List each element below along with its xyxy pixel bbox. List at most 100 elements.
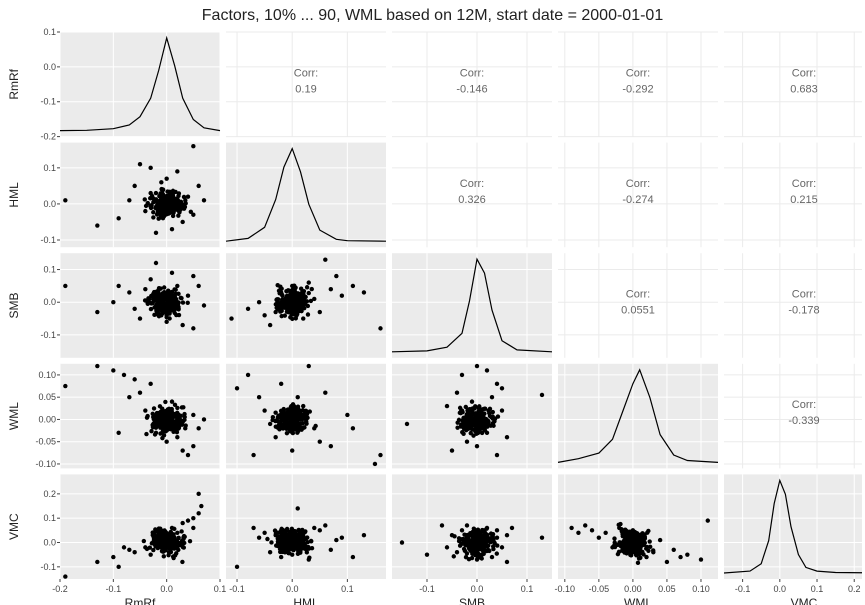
scatter-point — [466, 537, 472, 542]
scatter-point — [151, 537, 157, 542]
scatter-point — [155, 309, 160, 314]
scatter-point — [279, 308, 284, 314]
scatter-point — [175, 169, 180, 174]
scatter-point — [289, 312, 294, 317]
scatter-point — [180, 448, 185, 453]
scatter-point — [282, 305, 287, 310]
y-tick-label: 0.00 — [38, 414, 56, 424]
panel-WML-WML — [558, 363, 718, 469]
scatter-point — [290, 292, 295, 297]
scatter-point — [464, 427, 469, 433]
scatter-point — [464, 523, 470, 528]
scatter-point — [569, 525, 574, 531]
scatter-point — [296, 407, 301, 412]
scatter-point — [278, 381, 284, 387]
y-tick-label: -0.1 — [40, 330, 56, 340]
panel-HML-VMC — [724, 142, 862, 248]
scatter-point — [188, 209, 194, 214]
scatter-point — [178, 199, 184, 204]
col-label-vmc: VMC — [791, 596, 818, 605]
corr-label: Corr: — [792, 399, 816, 411]
corr-label: Corr: — [792, 289, 816, 301]
x-tick-label: -0.2 — [52, 584, 68, 594]
scatter-point — [307, 409, 312, 414]
scatter-point — [170, 203, 175, 209]
scatter-point — [167, 316, 172, 321]
scatter-point — [95, 309, 100, 315]
scatter-point — [484, 368, 490, 373]
scatter-point — [256, 535, 262, 540]
scatter-point — [267, 322, 273, 328]
panel-RmRf-VMC — [724, 32, 862, 137]
scatter-point — [635, 560, 641, 566]
scatter-point — [179, 205, 185, 210]
scatter-point — [179, 529, 184, 534]
scatter-point — [449, 448, 455, 453]
scatter-point — [121, 545, 127, 550]
x-tick-label: -0.1 — [735, 584, 751, 594]
scatter-point — [191, 326, 196, 331]
corr-value-smb-wml: 0.0551 — [621, 305, 655, 317]
scatter-point — [280, 299, 285, 304]
scatter-point — [280, 293, 285, 298]
scatter-point — [150, 532, 155, 538]
corr-label: Corr: — [792, 178, 816, 190]
scatter-point — [166, 292, 171, 298]
scatter-point — [63, 383, 68, 389]
scatter-point — [191, 412, 196, 418]
scatter-point — [156, 539, 162, 544]
scatter-point — [179, 405, 185, 410]
scatter-point — [287, 529, 293, 535]
scatter-point — [465, 543, 471, 549]
x-tick-label: -0.1 — [106, 584, 122, 594]
scatter-point — [275, 282, 280, 288]
scatter-point — [156, 314, 162, 319]
scatter-point — [274, 418, 279, 423]
scatter-point — [281, 536, 286, 541]
panel-VMC-RmRf — [60, 474, 220, 579]
scatter-point — [170, 213, 176, 219]
scatter-point — [162, 417, 168, 423]
scatter-point — [308, 298, 314, 304]
scatter-point — [308, 538, 314, 544]
corr-value-hml-wml: -0.274 — [622, 194, 653, 206]
scatter-point — [180, 300, 186, 305]
y-tick-label: -0.1 — [40, 562, 56, 572]
x-tick-label: 0.05 — [658, 584, 676, 594]
scatter-point — [616, 542, 621, 547]
scatter-point — [149, 202, 154, 208]
scatter-point — [576, 530, 581, 535]
scatter-point — [298, 286, 304, 291]
x-tick-label: -0.05 — [589, 584, 610, 594]
scatter-point — [172, 526, 177, 532]
col-label-rmrf: RmRf — [125, 596, 156, 605]
scatter-point — [484, 532, 489, 537]
scatter-point — [399, 540, 405, 545]
corr-label: Corr: — [792, 67, 816, 79]
scatter-point — [339, 293, 345, 298]
density-curve-vmc — [723, 478, 862, 574]
scatter-point — [137, 316, 143, 321]
corr-label: Corr: — [460, 67, 484, 79]
scatter-point — [162, 289, 167, 295]
corr-value-wml-vmc: -0.339 — [788, 415, 819, 427]
scatter-point — [63, 574, 68, 579]
panel-HML-RmRf — [60, 142, 220, 248]
density-curve-wml — [557, 368, 719, 463]
scatter-point — [473, 541, 478, 546]
scatter-point — [372, 461, 378, 467]
x-tick-label: 0.0 — [471, 584, 484, 594]
scatter-point — [287, 419, 293, 425]
corr-value-hml-smb: 0.326 — [458, 194, 486, 206]
scatter-point — [539, 535, 545, 540]
scatter-point — [490, 409, 495, 415]
scatter-point — [462, 537, 468, 542]
scatter-point — [334, 273, 339, 279]
scatter-point — [611, 544, 617, 549]
scatter-point — [156, 412, 161, 417]
scatter-point — [165, 534, 170, 539]
scatter-point — [289, 412, 294, 417]
scatter-point — [95, 559, 100, 565]
scatter-point — [163, 539, 168, 544]
scatter-point — [191, 273, 196, 279]
